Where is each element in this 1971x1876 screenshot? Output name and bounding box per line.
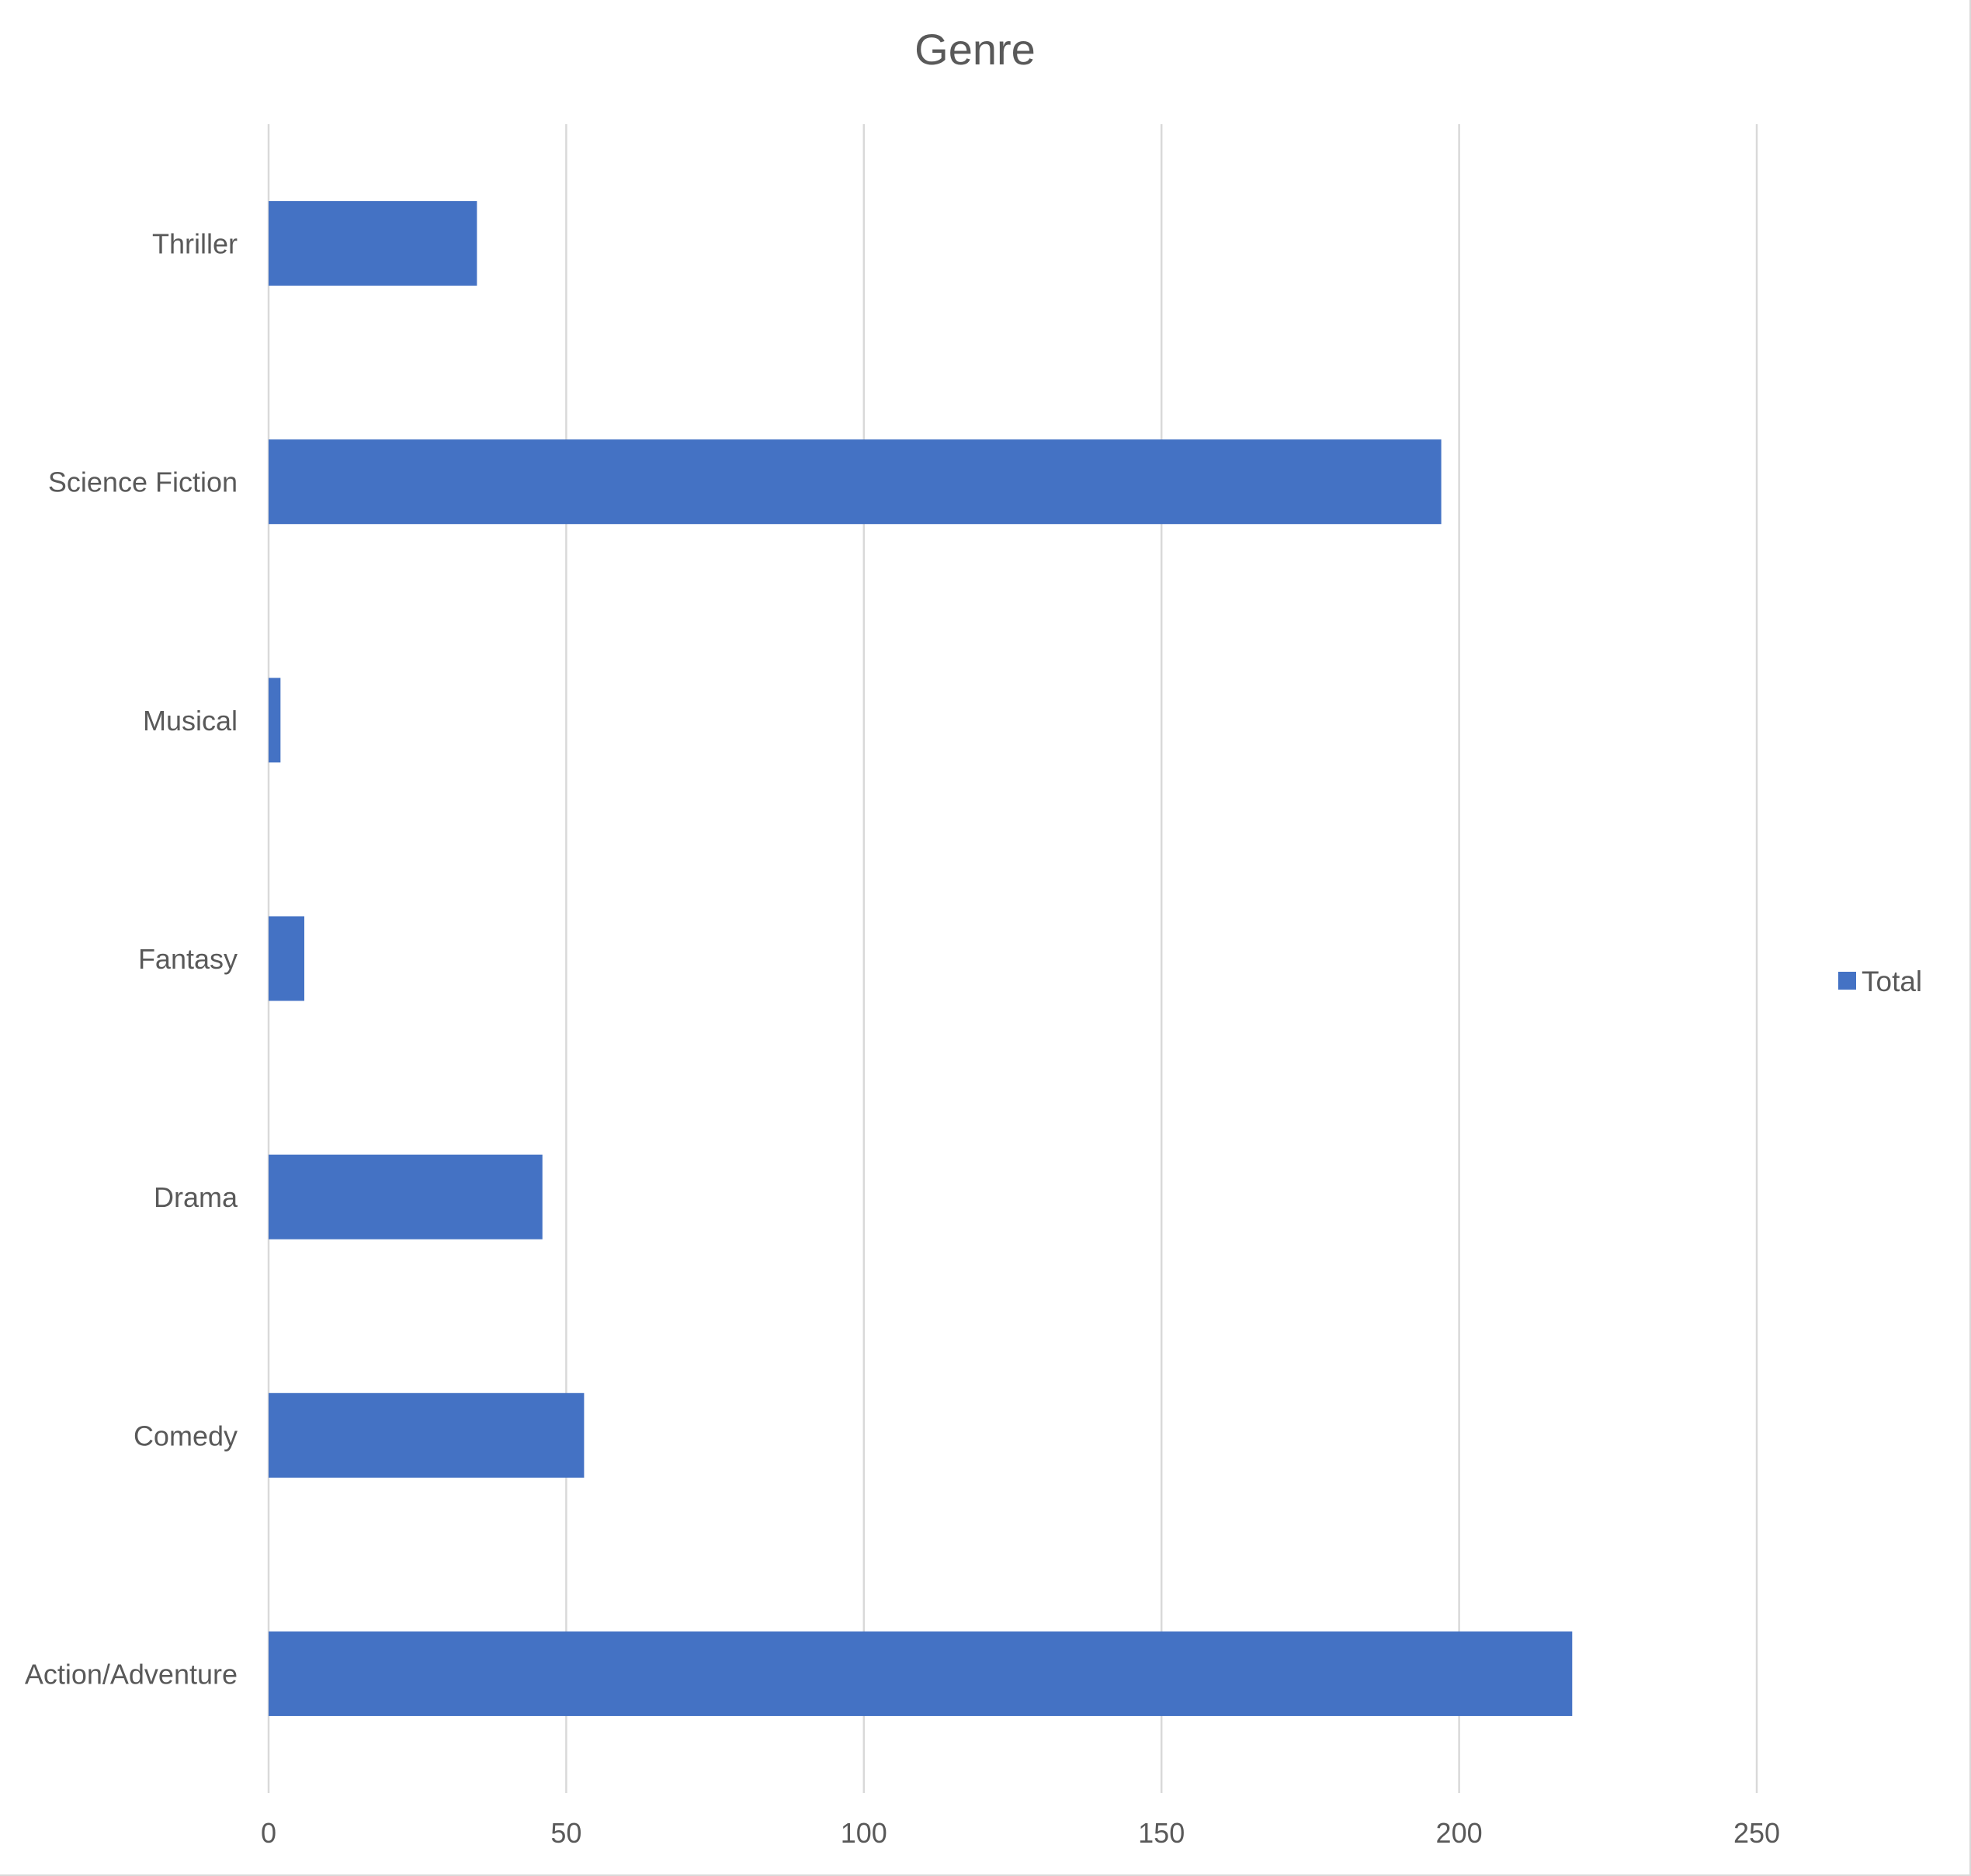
category-label: Musical [143, 705, 238, 737]
bar-science-fiction[interactable] [269, 439, 1442, 525]
x-tick-label: 250 [1733, 1817, 1780, 1849]
x-tick-labels: 0 50 100 150 200 250 [261, 1817, 1780, 1849]
category-label: Science Fiction [48, 466, 238, 498]
x-tick-label: 0 [261, 1817, 276, 1849]
bars [269, 201, 1573, 1716]
gridlines [267, 124, 1758, 1793]
category-labels: Thriller Science Fiction Musical Fantasy Dra… [25, 228, 238, 1690]
x-tick-label: 150 [1138, 1817, 1185, 1849]
bar-fantasy[interactable] [269, 916, 305, 1001]
bar-comedy[interactable] [269, 1392, 585, 1478]
category-label: Action/Adventure [25, 1658, 238, 1690]
category-label: Thriller [152, 228, 238, 260]
legend-label: Total [1862, 966, 1922, 997]
x-tick-label: 200 [1436, 1817, 1483, 1849]
legend-swatch [1838, 972, 1856, 990]
bar-action-adventure[interactable] [269, 1631, 1573, 1716]
x-tick-label: 100 [841, 1817, 887, 1849]
category-label: Comedy [134, 1420, 238, 1451]
legend[interactable]: Total [1838, 966, 1922, 997]
bar-thriller[interactable] [269, 201, 477, 286]
x-tick-label: 50 [550, 1817, 581, 1849]
bar-drama[interactable] [269, 1154, 543, 1240]
bar-musical[interactable] [269, 678, 281, 763]
category-label: Drama [154, 1181, 238, 1213]
chart-title: Genre [914, 25, 1036, 74]
category-label: Fantasy [138, 943, 238, 975]
